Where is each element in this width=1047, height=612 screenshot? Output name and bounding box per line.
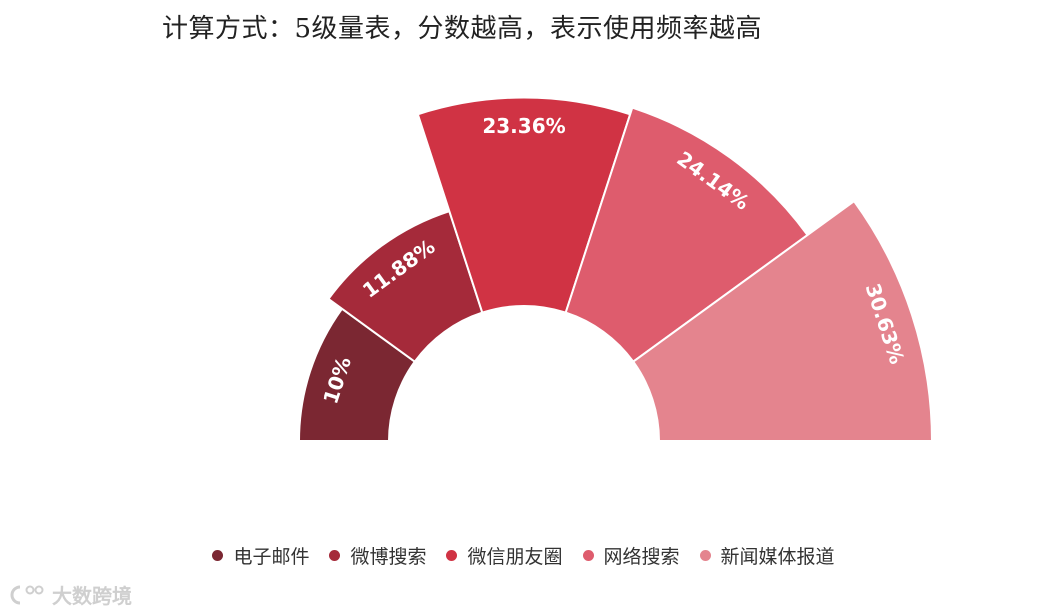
legend-label: 网络搜索 bbox=[603, 546, 680, 568]
chart-note: 计算方式：5级量表，分数越高，表示使用频率越高 bbox=[162, 14, 763, 44]
legend-label: 微博搜索 bbox=[350, 546, 427, 568]
legend-item-web-search[interactable]: 网络搜索 bbox=[582, 542, 680, 569]
slice-news[interactable] bbox=[631, 199, 934, 442]
watermark-logo-icon bbox=[10, 585, 44, 604]
legend-item-news[interactable]: 新闻媒体报道 bbox=[699, 542, 835, 569]
legend-label: 新闻媒体报道 bbox=[720, 546, 835, 568]
legend-item-email[interactable]: 电子邮件 bbox=[212, 542, 309, 569]
legend-dot-icon bbox=[582, 550, 594, 561]
slice-web-search[interactable] bbox=[564, 106, 809, 364]
slice-wechat[interactable] bbox=[416, 96, 632, 314]
legend-dot-icon bbox=[446, 550, 458, 561]
legend-item-weibo[interactable]: 微博搜索 bbox=[329, 542, 426, 569]
watermark-text: 大数跨境 bbox=[52, 584, 132, 608]
watermark: 大数跨境 bbox=[10, 580, 132, 609]
slice-label-wechat: 23.36% bbox=[482, 114, 565, 138]
legend-label: 电子邮件 bbox=[233, 546, 310, 568]
legend-dot-icon bbox=[329, 550, 341, 561]
legend-dot-icon bbox=[212, 550, 224, 561]
legend-item-wechat[interactable]: 微信朋友圈 bbox=[446, 542, 563, 569]
legend-label: 微信朋友圈 bbox=[467, 546, 563, 568]
legend-dot-icon bbox=[699, 550, 711, 561]
legend: 电子邮件 微博搜索 微信朋友圈 网络搜索 新闻媒体报道 bbox=[0, 542, 1047, 569]
